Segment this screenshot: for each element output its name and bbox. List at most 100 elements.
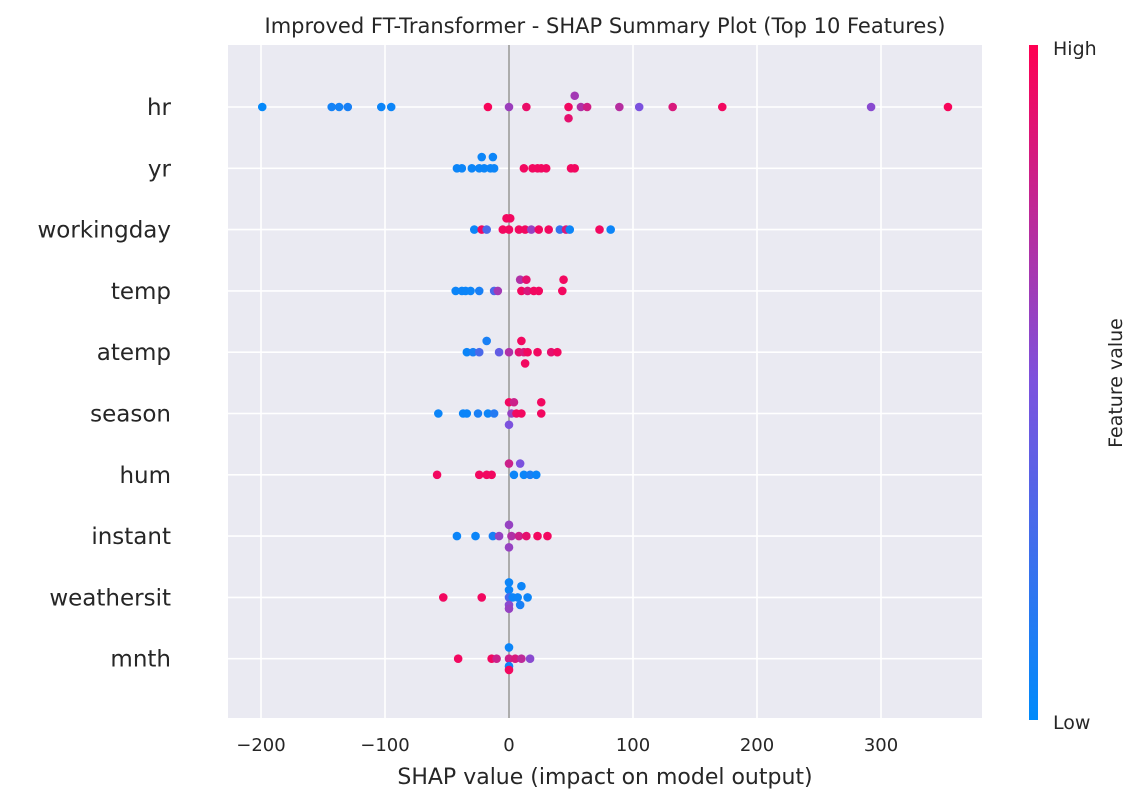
shap-point <box>527 225 536 234</box>
shap-point <box>474 470 484 480</box>
shap-point <box>334 102 344 112</box>
colorbar <box>1029 45 1038 720</box>
shap-point <box>504 654 514 663</box>
shap-point <box>504 578 514 587</box>
shap-point <box>509 397 519 407</box>
shap-point <box>543 531 552 541</box>
shap-point <box>473 409 483 418</box>
shap-point <box>866 102 876 112</box>
shap-point <box>471 531 480 541</box>
shap-point <box>570 91 580 101</box>
x-tick-label: 100 <box>616 735 650 756</box>
x-tick-label: 200 <box>740 735 774 756</box>
shap-point <box>668 102 677 112</box>
shap-point <box>482 336 491 346</box>
feature-label-yr: yr <box>148 156 172 182</box>
shap-point <box>462 347 472 357</box>
x-tick-label: −100 <box>360 735 409 756</box>
shap-point <box>943 102 953 112</box>
shap-point <box>531 470 541 480</box>
shap-point <box>565 225 575 234</box>
shap-point <box>564 102 573 112</box>
colorbar-high-label: High <box>1053 38 1097 60</box>
shap-point <box>582 102 592 112</box>
feature-label-temp: temp <box>111 279 171 305</box>
shap-point <box>525 654 535 663</box>
shap-point <box>483 102 493 112</box>
shap-point <box>555 225 565 234</box>
x-tick-label: 300 <box>864 735 898 756</box>
shap-point <box>544 225 553 234</box>
shap-point <box>515 275 525 284</box>
shap-point <box>468 347 478 357</box>
shap-point <box>327 102 336 112</box>
shap-point <box>606 225 615 234</box>
shap-point <box>504 585 514 595</box>
shap-point <box>257 102 267 112</box>
shap-point <box>474 286 484 296</box>
shap-point <box>505 214 515 223</box>
shap-point <box>517 654 526 663</box>
feature-label-weathersit: weathersit <box>49 585 171 611</box>
shap-point <box>510 654 520 663</box>
x-tick-labels: −200 −100 0 100 200 300 <box>236 735 898 756</box>
shap-point <box>717 102 727 112</box>
shap-point <box>432 470 442 480</box>
shap-point <box>462 409 472 418</box>
shap-point <box>466 286 475 296</box>
shap-point <box>451 286 460 296</box>
shap-points <box>257 91 953 675</box>
shap-point <box>509 470 519 480</box>
shap-point <box>523 593 532 602</box>
shap-point <box>483 409 493 418</box>
shap-point <box>498 225 508 234</box>
shap-point <box>553 347 562 357</box>
shap-point <box>504 543 514 552</box>
feature-label-hr: hr <box>147 95 172 121</box>
shap-point <box>536 409 546 418</box>
shap-point <box>504 459 514 468</box>
shap-point <box>570 164 580 173</box>
shap-point <box>488 152 498 162</box>
x-tick-label: 0 <box>503 735 514 756</box>
shap-point <box>522 102 531 112</box>
shap-point <box>558 286 567 296</box>
shap-point <box>514 531 524 541</box>
shap-point <box>488 531 498 541</box>
shap-point <box>595 225 604 234</box>
shap-point <box>519 470 529 480</box>
shap-point <box>534 225 544 234</box>
shap-point <box>453 654 463 663</box>
shap-point <box>514 225 524 234</box>
shap-point <box>489 164 499 173</box>
feature-label-hum: hum <box>119 463 171 489</box>
chart-title: Improved FT-Transformer - SHAP Summary P… <box>265 14 946 38</box>
shap-point <box>504 643 514 652</box>
shap-point <box>504 102 514 112</box>
shap-point <box>517 581 526 591</box>
y-gridlines <box>228 106 982 660</box>
shap-point <box>457 164 467 173</box>
shap-point <box>515 600 525 610</box>
feature-labels: hr yr workingday temp atemp season hum instant w… <box>37 95 171 673</box>
shap-point <box>504 520 514 530</box>
shap-point <box>492 654 501 663</box>
shap-point <box>517 286 526 296</box>
shap-point <box>513 593 522 602</box>
shap-point <box>469 225 479 234</box>
shap-point <box>504 665 514 675</box>
feature-label-season: season <box>90 402 171 428</box>
shap-point <box>438 593 448 602</box>
shap-point <box>515 459 525 468</box>
shap-point <box>494 531 504 541</box>
shap-point <box>434 409 443 418</box>
feature-label-workingday: workingday <box>37 218 171 244</box>
feature-label-mnth: mnth <box>110 647 171 673</box>
shap-point <box>482 225 491 234</box>
shap-point <box>467 164 477 173</box>
shap-point <box>533 347 542 357</box>
shap-point <box>534 286 544 296</box>
shap-point <box>520 225 530 234</box>
shap-point <box>489 409 499 418</box>
